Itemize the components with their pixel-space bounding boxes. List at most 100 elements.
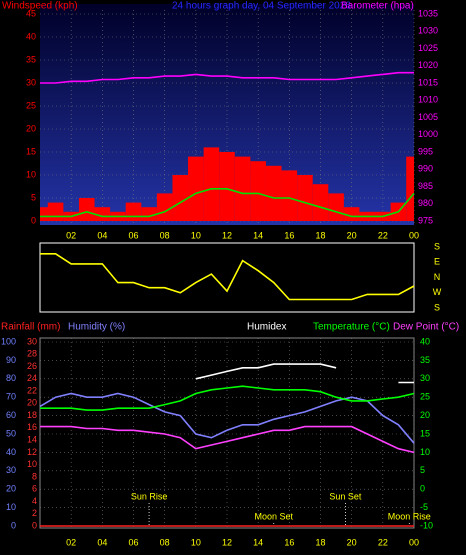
x-tick-label: 00 xyxy=(409,230,419,240)
y-tick-label: 30 xyxy=(6,465,16,475)
y-tick-label: 12 xyxy=(27,447,37,457)
y-tick-label: 30 xyxy=(27,336,37,346)
x-tick-label: 22 xyxy=(378,230,388,240)
wind-bar xyxy=(312,184,329,221)
y-tick-label: S xyxy=(434,241,440,251)
wind-bar xyxy=(156,193,173,221)
y-tick-label: 0 xyxy=(31,215,36,225)
series-line xyxy=(39,392,415,444)
y-tick-label: 60 xyxy=(6,410,16,420)
y-tick-label: 35 xyxy=(420,355,430,365)
y-tick-label: 985 xyxy=(418,181,433,191)
y-tick-label: 70 xyxy=(6,392,16,402)
y-tick-label: 30 xyxy=(420,373,430,383)
y-tick-label: 5 xyxy=(420,465,425,475)
y-tick-label: 1020 xyxy=(418,60,438,70)
x-tick-label: 12 xyxy=(222,537,232,547)
y-tick-label: 15 xyxy=(26,146,36,156)
x-tick-label: 08 xyxy=(160,537,170,547)
wind-bar xyxy=(234,156,251,221)
y-tick-label: N xyxy=(434,272,441,282)
x-tick-label: 06 xyxy=(128,230,138,240)
y-tick-label: 28 xyxy=(27,349,37,359)
wind-bar xyxy=(343,207,360,221)
y-tick-label: 20 xyxy=(26,123,36,133)
x-tick-label: 18 xyxy=(315,230,325,240)
series-line xyxy=(40,253,415,301)
wind-bar xyxy=(125,202,142,221)
wind-bar xyxy=(265,165,282,221)
y-tick-label: 10 xyxy=(27,459,37,469)
wind-bar xyxy=(281,170,298,221)
direction-panel xyxy=(39,242,415,313)
y-tick-label: 25 xyxy=(420,392,430,402)
axis-label: Dew Point (°C) xyxy=(393,322,459,333)
x-tick-label: 06 xyxy=(128,537,138,547)
y-tick-label: 100 xyxy=(1,336,16,346)
y-tick-label: 20 xyxy=(420,410,430,420)
y-tick-label: 24 xyxy=(27,373,37,383)
y-tick-label: 10 xyxy=(26,169,36,179)
y-tick-label: 995 xyxy=(418,146,433,156)
series-line xyxy=(40,71,414,84)
wind-bar xyxy=(172,175,189,221)
wind-bar xyxy=(203,147,220,221)
y-tick-label: 90 xyxy=(6,355,16,365)
y-tick-label: W xyxy=(433,287,442,297)
axis-label: Barometer (hpa) xyxy=(341,1,414,12)
y-tick-label: 26 xyxy=(27,361,37,371)
y-tick-label: 1035 xyxy=(418,8,438,18)
bottom-panel xyxy=(39,337,415,529)
x-tick-label: 00 xyxy=(409,537,419,547)
y-tick-label: 40 xyxy=(6,447,16,457)
axis-label: Rainfall (mm) xyxy=(1,322,60,333)
series-line xyxy=(40,188,415,218)
axis-label: Windspeed (kph) xyxy=(2,1,78,12)
annotation: Sun Rise xyxy=(131,491,168,501)
y-tick-label: 22 xyxy=(27,385,37,395)
axis-label: Humidex xyxy=(247,322,286,333)
x-tick-label: 20 xyxy=(347,230,357,240)
y-tick-label: 980 xyxy=(418,198,433,208)
y-tick-label: 1010 xyxy=(418,95,438,105)
x-tick-label: 16 xyxy=(284,537,294,547)
y-tick-label: 15 xyxy=(420,428,430,438)
y-tick-label: 5 xyxy=(31,192,36,202)
y-tick-label: 975 xyxy=(418,215,433,225)
y-tick-label: 25 xyxy=(26,100,36,110)
x-tick-label: 12 xyxy=(222,230,232,240)
x-tick-label: 04 xyxy=(97,230,107,240)
x-tick-label: 08 xyxy=(160,230,170,240)
y-tick-label: 4 xyxy=(32,496,37,506)
y-tick-label: 1000 xyxy=(418,129,438,139)
wind-bar xyxy=(219,152,235,221)
x-tick-label: 14 xyxy=(253,230,263,240)
wind-bar xyxy=(297,175,313,221)
x-tick-label: 10 xyxy=(191,230,201,240)
y-tick-label: 14 xyxy=(27,435,37,445)
series-line xyxy=(40,385,415,411)
y-tick-label: 20 xyxy=(27,398,37,408)
y-tick-label: 0 xyxy=(32,520,37,530)
x-tick-label: 02 xyxy=(66,537,76,547)
annotation: Sun Set xyxy=(329,491,362,501)
y-tick-label: 1015 xyxy=(418,77,438,87)
annotation: Moon Rise xyxy=(388,511,431,521)
wind-bar xyxy=(328,193,344,221)
y-tick-label: -10 xyxy=(420,520,433,530)
y-tick-label: 18 xyxy=(27,410,37,420)
wind-bar xyxy=(141,207,157,221)
y-tick-label: 1005 xyxy=(418,112,438,122)
y-tick-label: 2 xyxy=(32,508,37,518)
wind-bar xyxy=(78,198,95,221)
wind-bar xyxy=(47,202,64,221)
x-tick-label: 02 xyxy=(66,230,76,240)
axis-label: Temperature (°C) xyxy=(313,322,390,333)
y-tick-label: 8 xyxy=(32,471,37,481)
axis-label: Humidity (%) xyxy=(68,322,125,333)
y-tick-label: 35 xyxy=(26,54,36,64)
x-tick-label: 16 xyxy=(284,230,294,240)
y-tick-label: 20 xyxy=(6,484,16,494)
series-line xyxy=(40,425,415,454)
wind-bar xyxy=(188,156,204,221)
